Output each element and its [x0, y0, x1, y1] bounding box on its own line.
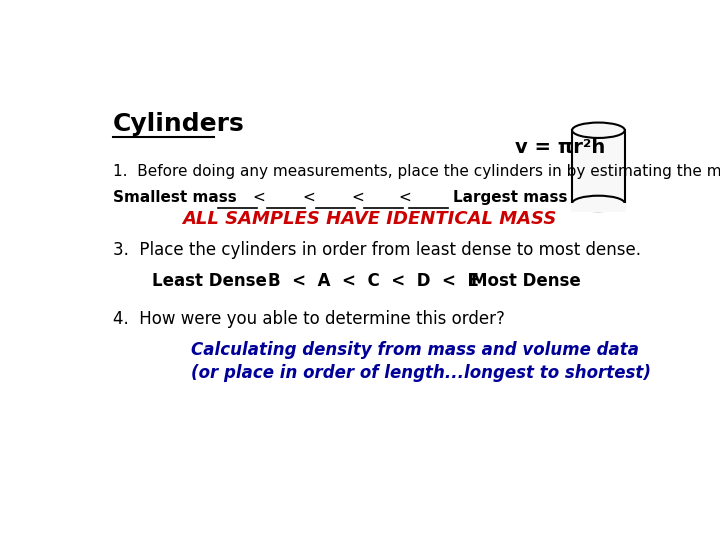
Text: v = πr²h: v = πr²h — [515, 138, 605, 157]
Text: Least Dense: Least Dense — [152, 272, 267, 289]
Bar — [570, 204, 626, 212]
Text: 1.  Before doing any measurements, place the cylinders in by estimating the mass: 1. Before doing any measurements, place … — [113, 164, 720, 179]
Text: <: < — [352, 190, 364, 205]
Ellipse shape — [572, 195, 625, 211]
Ellipse shape — [572, 123, 625, 138]
Text: Cylinders: Cylinders — [113, 112, 245, 136]
Text: Largest mass: Largest mass — [453, 190, 567, 205]
Bar — [572, 130, 625, 204]
Text: 3.  Place the cylinders in order from least dense to most dense.: 3. Place the cylinders in order from lea… — [113, 241, 642, 259]
Text: ALL SAMPLES HAVE IDENTICAL MASS: ALL SAMPLES HAVE IDENTICAL MASS — [182, 210, 556, 228]
Text: <: < — [302, 190, 315, 205]
Text: <: < — [253, 190, 266, 205]
Text: Calculating density from mass and volume data: Calculating density from mass and volume… — [191, 341, 639, 359]
Text: <: < — [398, 190, 411, 205]
Text: 4.  How were you able to determine this order?: 4. How were you able to determine this o… — [113, 310, 505, 328]
Text: B  <  A  <  C  <  D  <  E: B < A < C < D < E — [269, 272, 479, 289]
Text: Most Dense: Most Dense — [472, 272, 581, 289]
Text: Smallest mass: Smallest mass — [113, 190, 237, 205]
Text: (or place in order of length...longest to shortest): (or place in order of length...longest t… — [191, 364, 651, 382]
